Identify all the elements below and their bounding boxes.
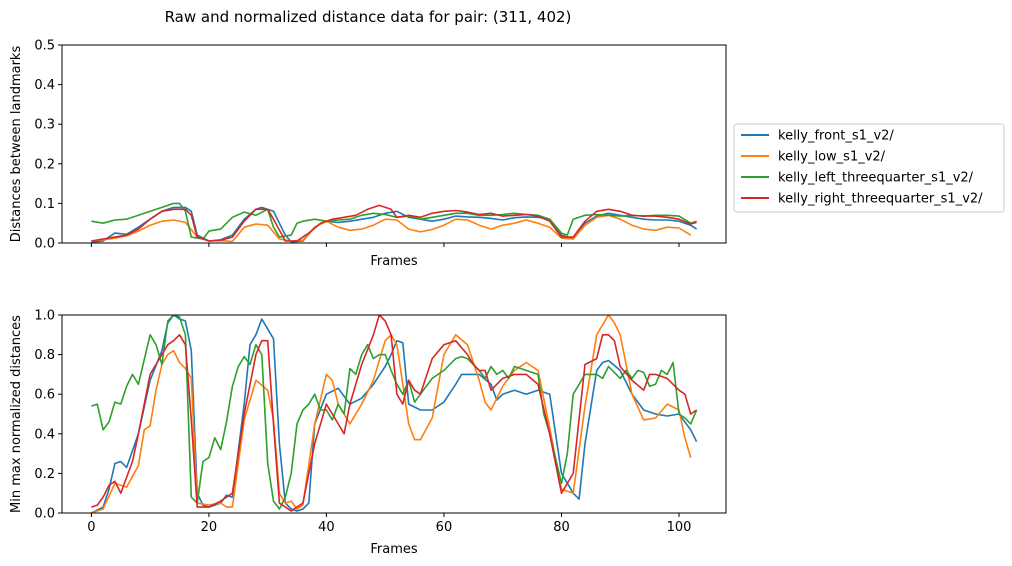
legend: kelly_front_s1_v2/kelly_low_s1_v2/kelly_… — [733, 123, 1005, 213]
x-tick-label: 80 — [553, 520, 570, 535]
y-axis-label: Distances between landmarks — [9, 46, 24, 243]
series-line-raw-4 — [91, 204, 697, 242]
series-line-raw-1 — [91, 206, 698, 243]
y-tick-label: 0.5 — [34, 39, 55, 54]
y-tick-label: 0.4 — [34, 78, 55, 93]
y-tick-label: 0.0 — [34, 237, 55, 252]
x-tick-label: 0 — [87, 520, 95, 535]
legend-label: kelly_front_s1_v2/ — [778, 129, 894, 144]
y-tick-label: 0.6 — [34, 388, 55, 403]
raw-distance-panel: 0.0 0.1 0.2 0.3 0.4 0.5 Frames Distances betwee… — [9, 39, 727, 269]
chart-title: Raw and normalized distance data for pai… — [165, 8, 572, 26]
y-tick-label: 0.4 — [34, 427, 55, 442]
legend-label: kelly_left_threequarter_s1_v2/ — [778, 171, 974, 186]
series-line-raw-2 — [91, 214, 692, 243]
y-tick-label: 0.2 — [34, 157, 55, 172]
y-tick-label: 0.1 — [34, 197, 55, 212]
x-tick-label: 20 — [201, 520, 218, 535]
y-tick-label: 0.0 — [34, 507, 55, 522]
y-axis-label: Min max normalized distances — [9, 315, 24, 513]
y-tick-label: 0.8 — [34, 348, 55, 363]
y-tick-label: 0.2 — [34, 467, 55, 482]
series-line-normalized-4 — [91, 315, 698, 512]
legend-label: kelly_right_threequarter_s1_v2/ — [778, 192, 983, 207]
y-tick-label: 1.0 — [34, 309, 55, 324]
plot-area-frame — [61, 314, 727, 514]
x-tick-label: 60 — [436, 520, 453, 535]
plot-area-frame — [61, 44, 727, 244]
x-tick-label: 100 — [667, 520, 692, 535]
x-axis-label: Frames — [370, 542, 418, 557]
series-line-normalized-1 — [91, 315, 698, 513]
legend-frame — [733, 123, 1005, 213]
series-line-raw-3 — [91, 202, 697, 240]
x-axis-label: Frames — [370, 254, 418, 269]
series-line-normalized-2 — [91, 315, 692, 513]
normalized-distance-panel: 0.0 0.2 0.4 0.6 0.8 1.0 0 20 40 60 80 100 Frames Min … — [9, 309, 727, 557]
y-tick-label: 0.3 — [34, 118, 55, 133]
x-tick-label: 40 — [318, 520, 335, 535]
series-line-normalized-3 — [91, 315, 698, 510]
legend-label: kelly_low_s1_v2/ — [778, 150, 886, 165]
